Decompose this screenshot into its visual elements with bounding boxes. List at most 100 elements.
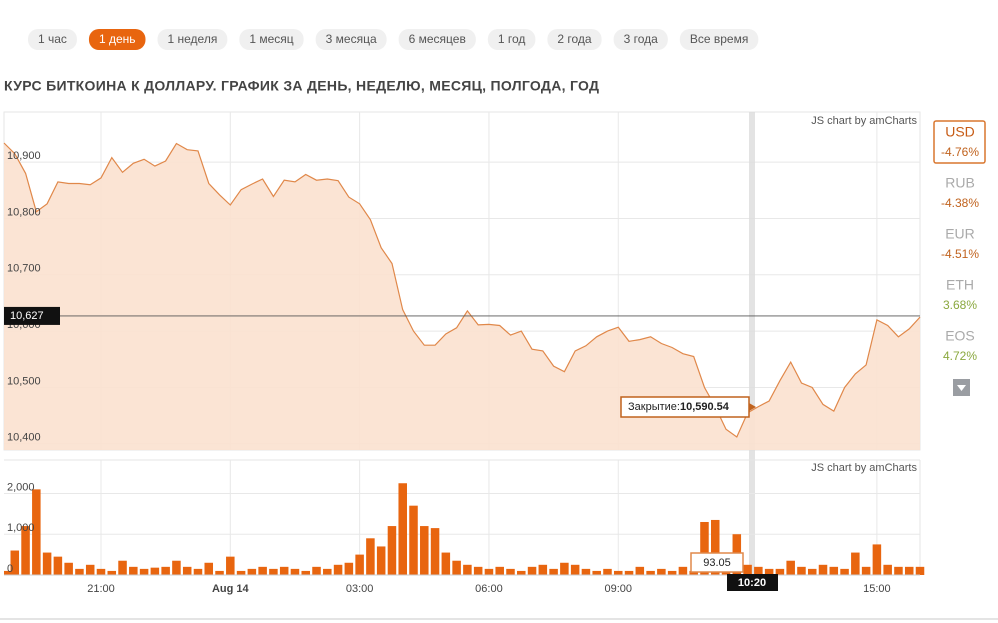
volume-bar — [851, 552, 860, 575]
volume-bar — [807, 568, 817, 575]
volume-bar — [829, 566, 839, 575]
volume-bar — [527, 566, 537, 575]
currency-change: -4.51% — [941, 247, 979, 261]
volume-bar — [204, 562, 214, 575]
balloon-title: Закрытие:10,590.54 — [628, 401, 730, 413]
currency-code: USD — [945, 124, 975, 140]
balloon-value: 93.05 — [703, 557, 731, 569]
volume-bar — [818, 564, 828, 575]
volume-bar — [710, 519, 720, 575]
volume-bar — [635, 566, 645, 575]
x-tick-label: 06:00 — [475, 583, 503, 595]
volume-bar — [463, 564, 472, 575]
button-bg — [157, 29, 228, 50]
volume-bar — [430, 528, 440, 575]
volume-bar — [872, 544, 882, 575]
guide-label: 10,627 — [10, 310, 44, 322]
volume-bar — [215, 570, 224, 575]
volume-bar — [592, 570, 601, 575]
button-bg — [398, 29, 476, 50]
period-button[interactable]: 3 месяца — [315, 29, 387, 50]
volume-bar — [279, 566, 289, 575]
currency-change: 4.72% — [943, 349, 977, 363]
volume-bar — [700, 521, 709, 575]
volume-bar — [613, 570, 623, 575]
volume-bar — [269, 568, 278, 575]
period-button[interactable]: Все время — [679, 29, 759, 50]
y-tick-label: 0 — [7, 563, 13, 575]
button-label: 3 года — [624, 32, 659, 46]
period-button[interactable]: 1 неделя — [157, 29, 228, 50]
volume-bar — [667, 570, 677, 575]
volume-bar — [506, 568, 515, 575]
button-label: 1 день — [99, 32, 136, 46]
volume-bar — [861, 566, 871, 575]
volume-bar — [775, 568, 785, 575]
volume-bar — [161, 566, 170, 575]
y-tick-label: 10,500 — [7, 375, 41, 387]
volume-bar — [398, 483, 407, 575]
button-bg — [487, 29, 536, 50]
x-tick-label: 09:00 — [604, 583, 632, 595]
button-label: 3 месяца — [326, 32, 377, 46]
volume-bar — [172, 560, 181, 575]
chart-credit: JS chart by amCharts — [811, 462, 917, 474]
volume-bar — [96, 568, 106, 575]
period-button[interactable]: 1 день — [88, 29, 146, 50]
volume-bar — [387, 526, 397, 575]
button-bg — [613, 29, 668, 50]
button-label: 1 месяц — [249, 32, 293, 46]
x-tick-label: 03:00 — [346, 583, 374, 595]
button-label: 1 год — [498, 32, 526, 46]
currency-item[interactable]: ETH 3.68% — [943, 277, 977, 312]
volume-bar — [549, 568, 558, 575]
volume-bar — [581, 568, 591, 575]
x-tick-label: 21:00 — [87, 583, 115, 595]
volume-bar — [786, 560, 795, 575]
volume-bar — [517, 570, 526, 575]
button-label: 1 неделя — [168, 32, 218, 46]
currency-item[interactable]: EOS 4.72% — [943, 328, 977, 363]
volume-bar — [754, 566, 763, 575]
balloon-title-text: Закрытие: — [628, 401, 680, 413]
button-bg — [239, 29, 304, 50]
currency-item[interactable]: EUR -4.51% — [941, 226, 979, 261]
button-label: Все время — [690, 32, 748, 46]
button-bg — [28, 29, 77, 50]
period-button[interactable]: 1 месяц — [239, 29, 304, 50]
volume-bar — [182, 566, 192, 575]
volume-bar — [53, 556, 63, 575]
volume-bar — [236, 570, 246, 575]
currency-code: RUB — [945, 175, 975, 191]
volume-bar — [150, 567, 160, 575]
balloon-pointer — [749, 403, 756, 411]
period-button[interactable]: 3 года — [613, 29, 668, 50]
volume-bar — [764, 568, 774, 575]
cursor-band — [749, 112, 755, 575]
price-line — [3, 142, 921, 438]
volume-bar — [678, 566, 688, 575]
button-label: 2 года — [557, 32, 592, 46]
period-button[interactable]: 1 час — [28, 29, 77, 50]
cursor-label-bg — [727, 574, 778, 591]
currency-item[interactable]: RUB -4.38% — [941, 175, 979, 210]
volume-bar — [301, 570, 311, 575]
volume-bar — [42, 552, 52, 575]
volume-bar — [495, 566, 504, 575]
period-button[interactable]: 2 года — [547, 29, 602, 50]
y-tick-label: 10,900 — [7, 150, 41, 162]
period-button[interactable]: 1 год — [487, 29, 536, 50]
period-button[interactable]: 6 месяцев — [398, 29, 476, 50]
currency-code: ETH — [946, 277, 974, 293]
volume-bar — [624, 570, 634, 575]
page-title: КУРС БИТКОИНА К ДОЛЛАРУ. ГРАФИК ЗА ДЕНЬ,… — [4, 78, 599, 94]
volume-bar — [355, 554, 364, 575]
volume-bar — [840, 568, 849, 575]
currency-item[interactable]: USD -4.76% — [933, 120, 986, 164]
volume-bar — [657, 568, 666, 575]
x-tick-label: 15:00 — [863, 583, 891, 595]
volume-bar — [409, 505, 418, 575]
button-bg — [547, 29, 602, 50]
volume-bar — [743, 564, 752, 575]
volume-bar — [915, 566, 925, 575]
